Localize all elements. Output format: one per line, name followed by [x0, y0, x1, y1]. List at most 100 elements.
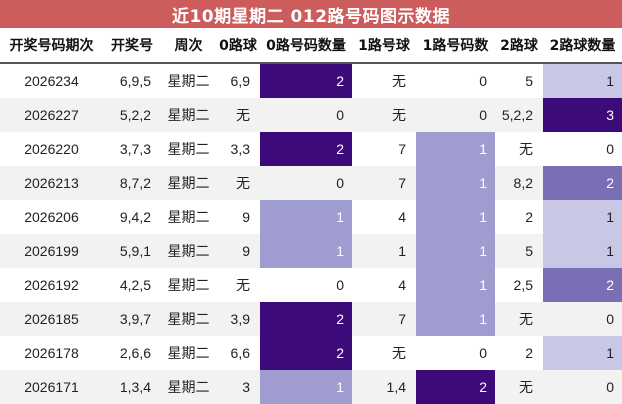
cell-route2-count: 1	[543, 63, 622, 98]
cell-route0-balls: 3,3	[216, 132, 260, 166]
header-route2-count: 2路球数量	[543, 28, 622, 64]
cell-issue: 2026213	[0, 166, 103, 200]
cell-issue: 2026227	[0, 98, 103, 132]
cell-route1-balls: 无	[352, 336, 416, 370]
table-row: 2026178 2,6,6 星期二 6,6 2 无 0 2 1	[0, 336, 622, 370]
cell-route0-balls: 6,6	[216, 336, 260, 370]
cell-route0-count: 0	[260, 166, 352, 200]
cell-route1-balls: 7	[352, 166, 416, 200]
cell-route1-count: 1	[416, 166, 495, 200]
cell-route1-balls: 7	[352, 302, 416, 336]
cell-weekday: 星期二	[161, 234, 216, 268]
cell-issue: 2026206	[0, 200, 103, 234]
table-row: 2026185 3,9,7 星期二 3,9 2 7 1 无 0	[0, 302, 622, 336]
cell-route0-count: 1	[260, 234, 352, 268]
header-route1-count: 1路号码数	[416, 28, 495, 64]
cell-route0-count: 2	[260, 302, 352, 336]
cell-route0-count: 2	[260, 336, 352, 370]
cell-numbers: 3,9,7	[103, 302, 161, 336]
cell-route0-count: 2	[260, 132, 352, 166]
header-numbers: 开奖号	[103, 28, 161, 64]
header-route2-balls: 2路球	[495, 28, 543, 64]
cell-route1-count: 2	[416, 370, 495, 404]
cell-route1-balls: 4	[352, 200, 416, 234]
cell-route1-count: 1	[416, 200, 495, 234]
table-row: 2026171 1,3,4 星期二 3 1 1,4 2 无 0	[0, 370, 622, 404]
table-row: 2026192 4,2,5 星期二无 0 4 1 2,5 2	[0, 268, 622, 302]
table-row: 2026199 5,9,1 星期二 9 1 1 1 5 1	[0, 234, 622, 268]
table-row: 2026234 6,9,5 星期二 6,9 2 无 0 5 1	[0, 63, 622, 98]
cell-route1-balls: 无	[352, 63, 416, 98]
cell-route0-count: 1	[260, 370, 352, 404]
cell-numbers: 5,9,1	[103, 234, 161, 268]
cell-issue: 2026192	[0, 268, 103, 302]
cell-route0-balls: 无	[216, 268, 260, 302]
cell-route1-balls: 1	[352, 234, 416, 268]
table-row: 2026213 8,7,2 星期二无 0 7 1 8,2 2	[0, 166, 622, 200]
table-row: 2026206 9,4,2 星期二 9 1 4 1 2 1	[0, 200, 622, 234]
cell-route0-balls: 6,9	[216, 63, 260, 98]
table-row: 2026220 3,7,3 星期二 3,3 2 7 1 无 0	[0, 132, 622, 166]
cell-issue: 2026171	[0, 370, 103, 404]
header-issue: 开奖号码期次	[0, 28, 103, 64]
cell-route1-balls: 无	[352, 98, 416, 132]
cell-weekday: 星期二	[161, 200, 216, 234]
cell-route1-balls: 4	[352, 268, 416, 302]
cell-route0-count: 1	[260, 200, 352, 234]
cell-issue: 2026234	[0, 63, 103, 98]
header-route1-balls: 1路号球	[352, 28, 416, 64]
cell-numbers: 1,3,4	[103, 370, 161, 404]
cell-route2-count: 0	[543, 302, 622, 336]
cell-numbers: 2,6,6	[103, 336, 161, 370]
cell-route2-balls: 无	[495, 302, 543, 336]
cell-route2-balls: 无	[495, 370, 543, 404]
data-table: 开奖号码期次 开奖号 周次 0路球 0路号码数量 1路号球 1路号码数 2路球 …	[0, 28, 622, 404]
cell-route2-balls: 5	[495, 234, 543, 268]
cell-weekday: 星期二	[161, 336, 216, 370]
cell-route2-balls: 5	[495, 63, 543, 98]
cell-route0-balls: 9	[216, 200, 260, 234]
cell-route1-balls: 7	[352, 132, 416, 166]
cell-issue: 2026178	[0, 336, 103, 370]
cell-route2-balls: 2	[495, 336, 543, 370]
cell-route1-count: 1	[416, 268, 495, 302]
header-row: 开奖号码期次 开奖号 周次 0路球 0路号码数量 1路号球 1路号码数 2路球 …	[0, 28, 622, 64]
header-route0-count: 0路号码数量	[260, 28, 352, 64]
cell-route0-count: 2	[260, 63, 352, 98]
cell-route2-count: 1	[543, 336, 622, 370]
cell-route0-count: 0	[260, 98, 352, 132]
cell-numbers: 5,2,2	[103, 98, 161, 132]
cell-route2-count: 2	[543, 166, 622, 200]
cell-route1-count: 0	[416, 98, 495, 132]
cell-route2-count: 1	[543, 200, 622, 234]
cell-numbers: 8,7,2	[103, 166, 161, 200]
table-title: 近10期星期二 012路号码图示数据	[0, 0, 622, 28]
table-row: 2026227 5,2,2 星期二无 0 无 0 5,2,2 3	[0, 98, 622, 132]
cell-weekday: 星期二	[161, 63, 216, 98]
cell-route2-count: 1	[543, 234, 622, 268]
cell-weekday: 星期二	[161, 268, 216, 302]
header-weekday: 周次	[161, 28, 216, 64]
cell-route2-count: 2	[543, 268, 622, 302]
cell-route0-balls: 无	[216, 98, 260, 132]
cell-route0-count: 0	[260, 268, 352, 302]
cell-route1-count: 0	[416, 336, 495, 370]
cell-route2-balls: 2	[495, 200, 543, 234]
cell-route2-count: 0	[543, 132, 622, 166]
cell-issue: 2026185	[0, 302, 103, 336]
cell-route1-balls: 1,4	[352, 370, 416, 404]
cell-route0-balls: 3,9	[216, 302, 260, 336]
cell-route0-balls: 9	[216, 234, 260, 268]
cell-route1-count: 1	[416, 132, 495, 166]
cell-numbers: 4,2,5	[103, 268, 161, 302]
header-route0-balls: 0路球	[216, 28, 260, 64]
cell-weekday: 星期二	[161, 132, 216, 166]
cell-route2-count: 0	[543, 370, 622, 404]
cell-numbers: 6,9,5	[103, 63, 161, 98]
cell-numbers: 3,7,3	[103, 132, 161, 166]
cell-route2-balls: 2,5	[495, 268, 543, 302]
cell-route0-balls: 无	[216, 166, 260, 200]
cell-weekday: 星期二	[161, 98, 216, 132]
cell-route1-count: 0	[416, 63, 495, 98]
